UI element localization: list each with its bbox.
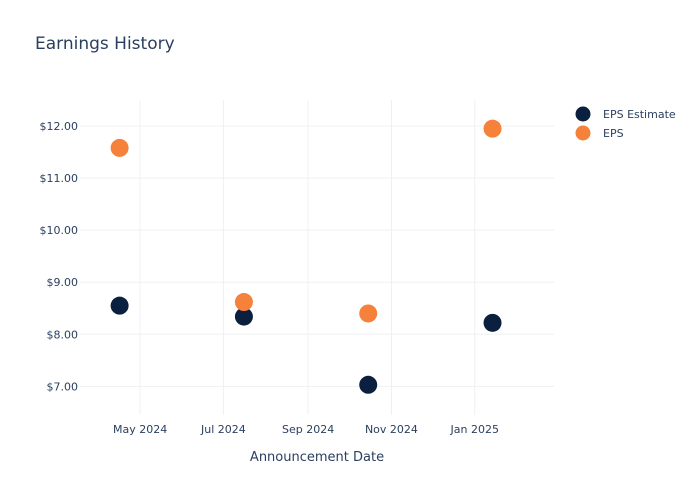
legend-marker[interactable] [575,106,591,122]
y-tick-label: $12.00 [40,120,79,133]
legend[interactable]: EPS Estimate EPS [575,106,676,141]
eps-estimate-point[interactable] [110,296,129,315]
grid-lines [80,100,554,415]
x-tick-label: Jul 2024 [200,423,246,436]
y-axis-ticks: $7.00 $8.00 $9.00 $10.00 $11.00 $12.00 [40,120,79,393]
legend-marker[interactable] [575,125,591,141]
eps-point[interactable] [483,119,502,138]
x-axis-title: Announcement Date [250,450,384,465]
eps-estimate-point[interactable] [359,375,378,394]
y-tick-label: $10.00 [40,224,79,237]
eps-point[interactable] [359,304,378,323]
x-tick-label: Nov 2024 [365,423,418,436]
legend-label[interactable]: EPS [603,127,624,140]
x-axis-ticks: May 2024 Jul 2024 Sep 2024 Nov 2024 Jan 2025 [113,423,499,436]
data-points [110,119,502,394]
y-tick-label: $7.00 [47,380,79,393]
x-tick-label: Jan 2025 [450,423,499,436]
eps-estimate-point[interactable] [234,307,253,326]
y-tick-label: $11.00 [40,172,79,185]
eps-point[interactable] [110,138,129,157]
y-tick-label: $8.00 [47,328,79,341]
chart-title: Earnings History [35,34,175,54]
y-tick-label: $9.00 [47,276,79,289]
eps-estimate-point[interactable] [483,313,502,332]
x-tick-label: Sep 2024 [282,423,334,436]
legend-label[interactable]: EPS Estimate [603,108,676,121]
eps-point[interactable] [234,293,253,312]
x-tick-label: May 2024 [113,423,167,436]
